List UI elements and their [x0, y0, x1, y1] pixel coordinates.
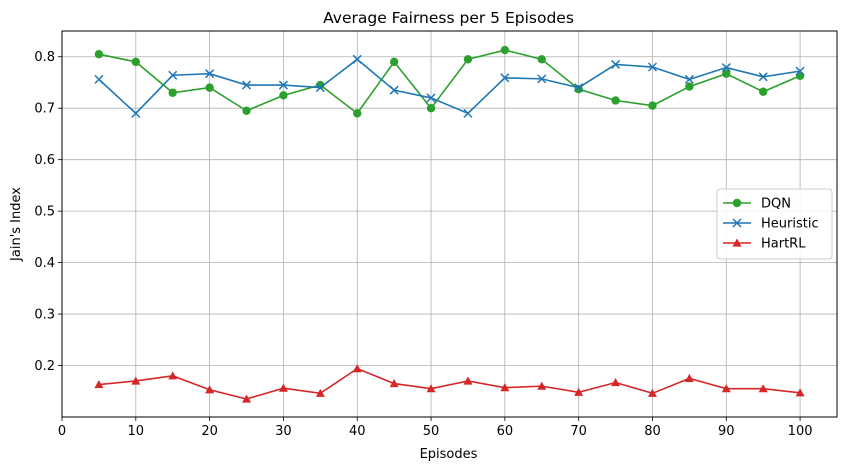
hartrl-point [721, 384, 731, 393]
x-axis-label: Episodes [420, 447, 478, 462]
x-tick-label: 60 [497, 424, 514, 439]
x-tick-label: 40 [349, 424, 366, 439]
dqn-point [94, 49, 104, 59]
x-tick-label: 30 [275, 424, 292, 439]
y-tick-label: 0.5 [34, 205, 55, 220]
dqn-point [426, 104, 436, 113]
dqn-point [131, 57, 141, 67]
y-tick-label: 0.4 [34, 256, 55, 271]
axis-ticks: 0 10 20 30 40 50 60 70 80 90 100 0.2 0.3 0.4 0.5 0.6 0.7… [34, 50, 812, 439]
dqn-point [758, 87, 768, 96]
heuristic-point [241, 80, 252, 90]
hartrl-point [94, 380, 104, 389]
x-tick-label: 90 [718, 424, 735, 439]
legend: DQN Heuristic HartRL [716, 188, 833, 260]
dqn-point [537, 55, 546, 64]
dqn-point [463, 55, 473, 64]
hartrl-point [278, 383, 288, 392]
hartrl-point [168, 371, 178, 380]
hartrl-point [242, 394, 252, 403]
dqn-point [279, 91, 288, 100]
dqn-point [205, 83, 214, 92]
heuristic-point [795, 66, 805, 76]
hartrl-point [315, 388, 325, 397]
hartrl-point [611, 378, 621, 387]
plot-frame [61, 30, 838, 418]
x-tick-label: 0 [58, 424, 66, 439]
dqn-point [168, 88, 177, 97]
heuristic-point [684, 74, 694, 84]
heuristic-point [352, 54, 362, 64]
hartrl-point [500, 383, 510, 392]
dqn-point [685, 82, 694, 91]
legend-heuristic-label: Heuristic [761, 217, 819, 232]
heuristic-point [463, 108, 473, 118]
x-tick-label: 100 [788, 424, 813, 439]
y-tick-label: 0.3 [34, 308, 55, 323]
dqn-point [242, 106, 251, 115]
hartrl-point [463, 376, 473, 385]
heuristic-point [205, 69, 215, 79]
y-tick-label: 0.8 [34, 50, 55, 65]
heuristic-point [611, 59, 621, 69]
heuristic-point [500, 73, 510, 83]
dqn-point [611, 96, 620, 105]
hartrl-line [98, 367, 801, 400]
dqn-point [353, 109, 362, 118]
heuristic-line [98, 58, 801, 115]
legend-dqn-label: DQN [761, 197, 791, 212]
grid-lines [61, 31, 837, 417]
legend-heuristic-marker [732, 218, 742, 228]
legend-hartrl-label: HartRL [761, 237, 806, 252]
x-tick-label: 80 [644, 424, 661, 439]
hartrl-point [426, 384, 436, 393]
heuristic-point [721, 63, 731, 73]
hartrl-point [647, 388, 657, 397]
y-tick-label: 0.6 [34, 153, 55, 168]
dqn-point [389, 57, 399, 67]
heuristic-point [389, 85, 399, 95]
hartrl-point [684, 373, 694, 382]
heuristic-point [758, 72, 768, 82]
heuristic-point [647, 62, 658, 72]
heuristic-point [574, 83, 584, 93]
heuristic-point [426, 93, 436, 103]
hartrl-point [795, 388, 805, 397]
y-axis-label: Jain's Index [9, 187, 24, 262]
dqn-point [648, 101, 657, 110]
dqn-point [722, 69, 731, 78]
y-tick-label: 0.2 [34, 359, 55, 374]
heuristic-point [131, 108, 141, 118]
hartrl-point [205, 385, 215, 394]
heuristic-point [94, 74, 104, 84]
x-tick-label: 20 [201, 424, 218, 439]
heuristic-point [537, 74, 547, 84]
data-series [94, 45, 805, 403]
x-tick-label: 50 [423, 424, 440, 439]
y-tick-label: 0.7 [34, 102, 55, 117]
hartrl-point [389, 379, 399, 388]
hartrl-point [131, 376, 141, 385]
legend-dqn-marker [732, 198, 742, 208]
hartrl-point [758, 384, 768, 393]
x-tick-label: 10 [128, 424, 145, 439]
heuristic-point [168, 70, 178, 80]
chart-title: Average Fairness per 5 Episodes [323, 9, 574, 27]
dqn-point [795, 71, 805, 80]
legend-hartrl-marker [732, 238, 742, 247]
hartrl-point [352, 364, 362, 373]
hartrl-point [537, 381, 547, 390]
dqn-point [500, 45, 510, 55]
x-tick-label: 70 [570, 424, 587, 439]
legend-box [716, 188, 833, 260]
heuristic-point [315, 83, 325, 93]
hartrl-point [574, 387, 584, 396]
dqn-line [98, 49, 801, 115]
heuristic-point [278, 80, 288, 90]
